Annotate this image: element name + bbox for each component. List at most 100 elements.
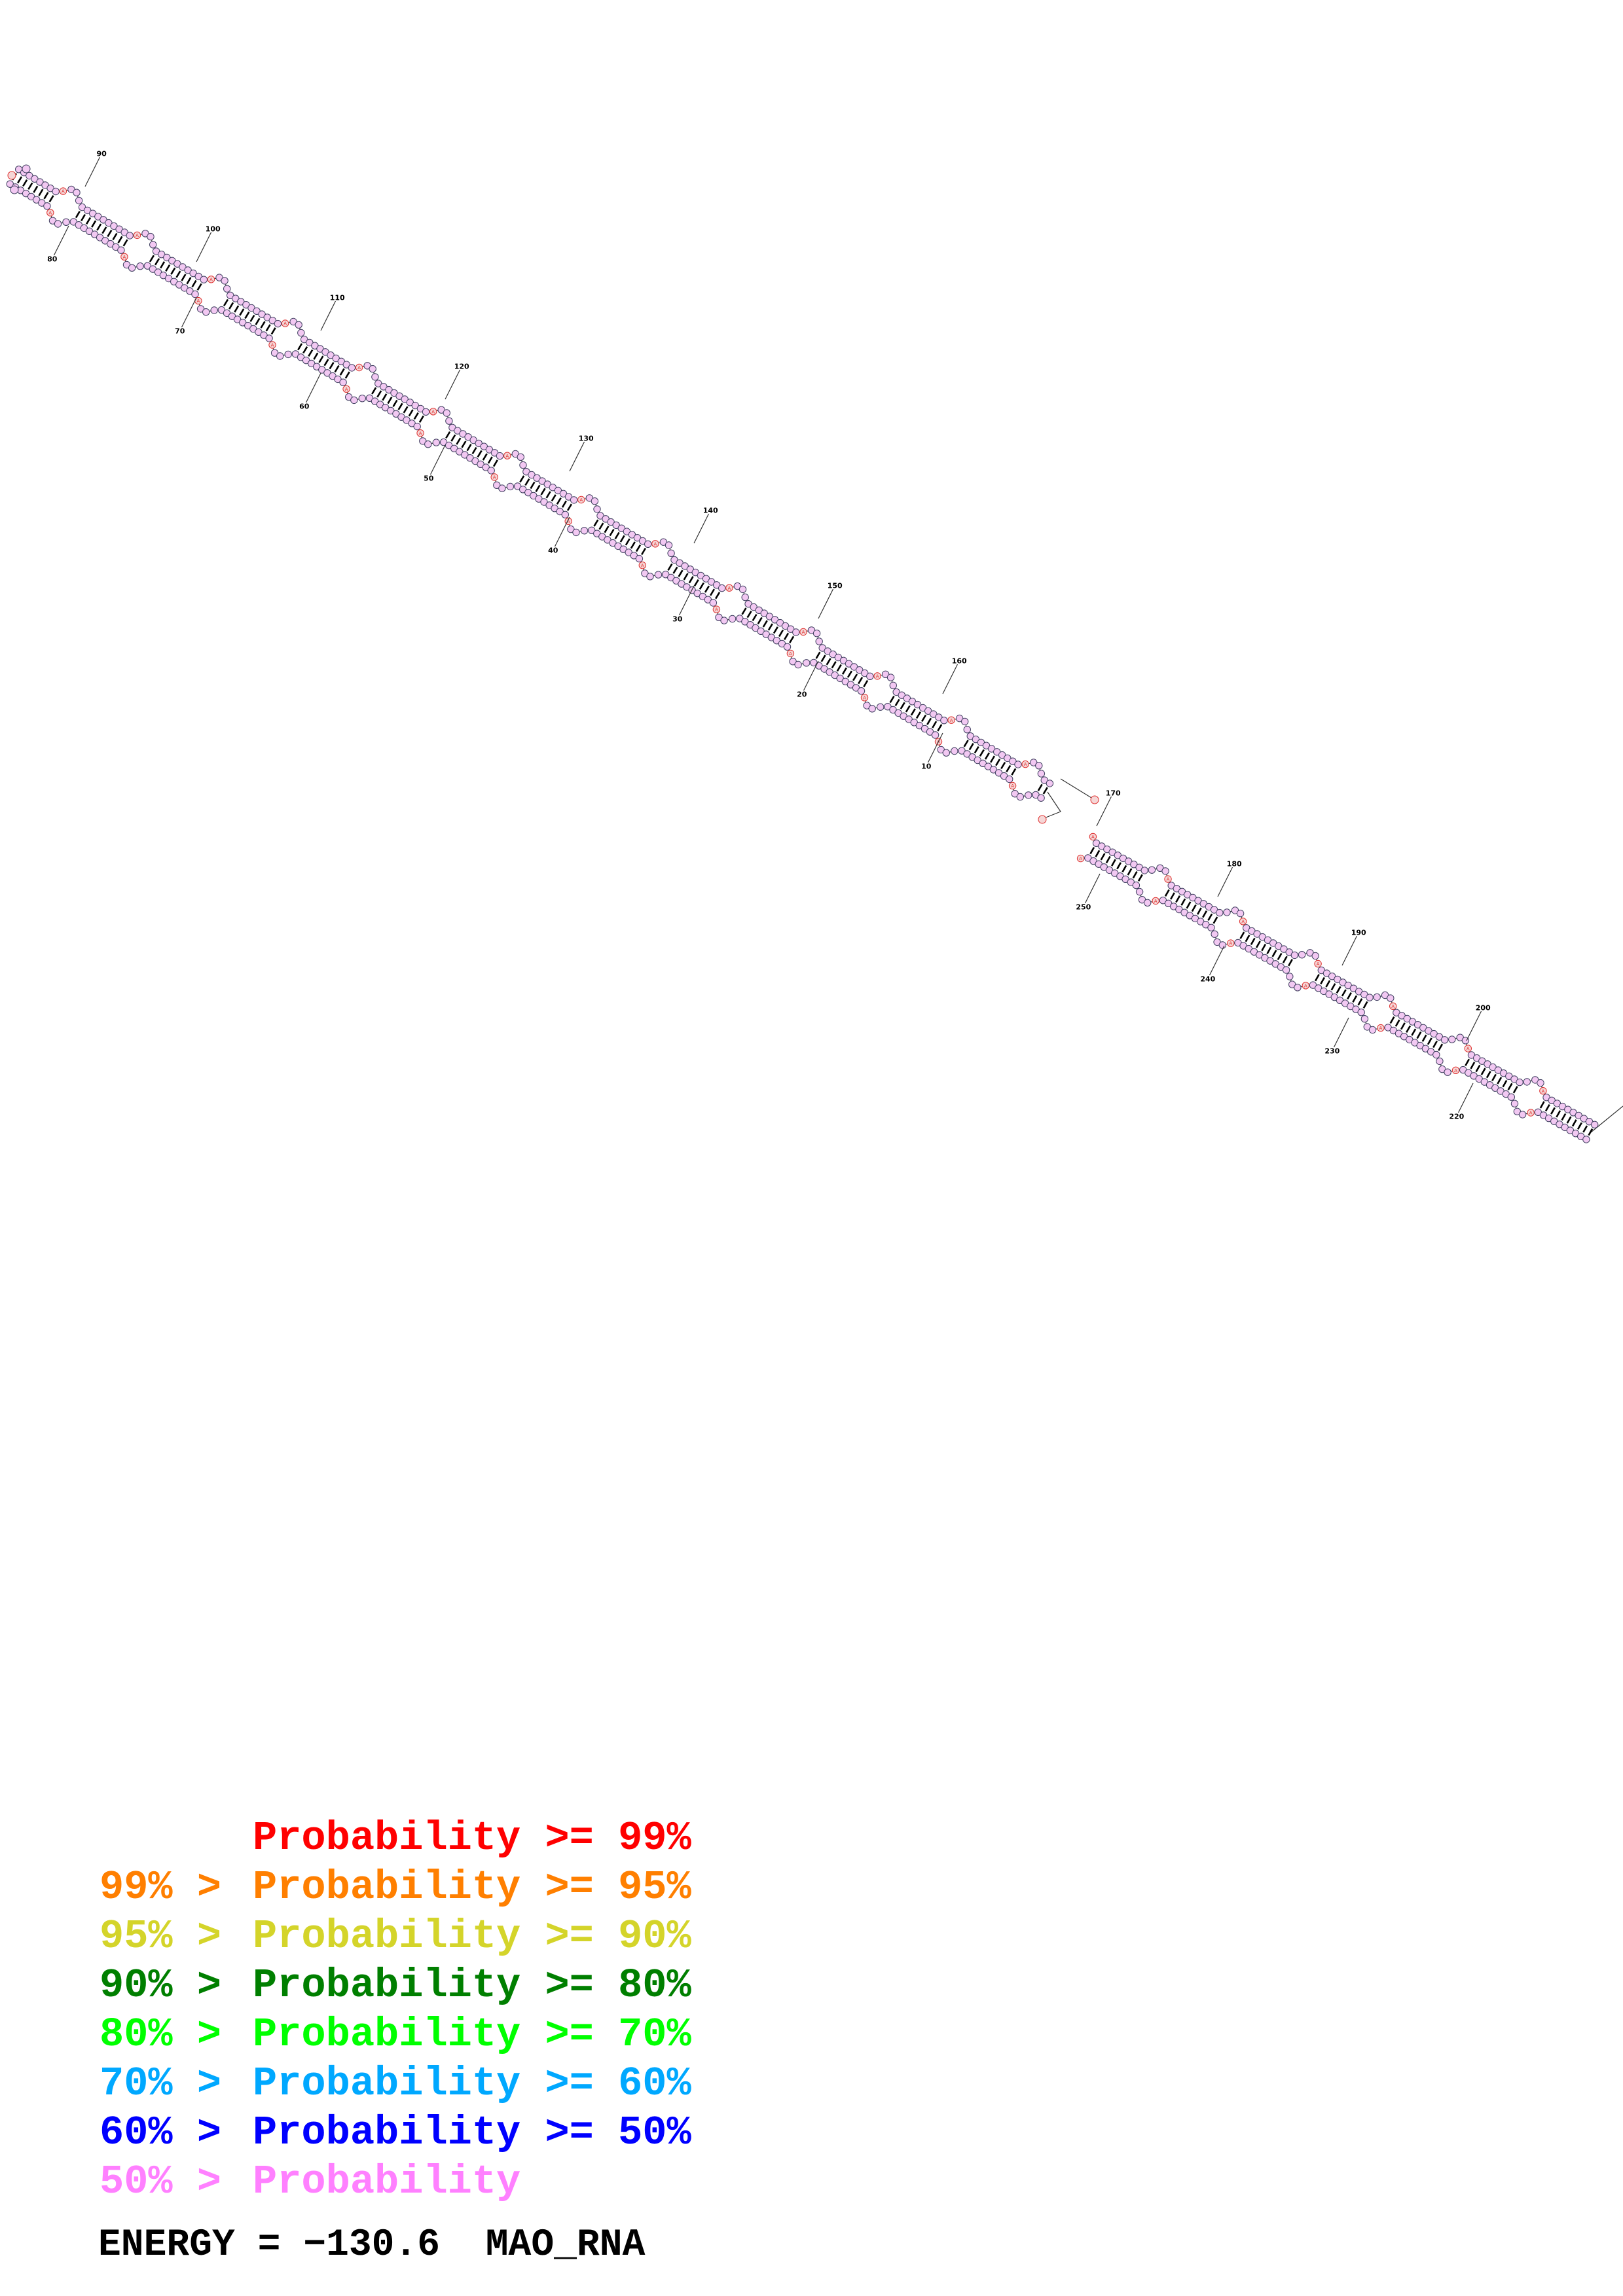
base-pair-bond bbox=[598, 522, 604, 530]
position-label: 170 bbox=[1106, 789, 1121, 798]
paired-base bbox=[889, 681, 898, 690]
base-pair-bond bbox=[979, 749, 985, 757]
position-tick bbox=[305, 372, 321, 403]
base-pair-bond bbox=[1325, 980, 1331, 988]
position-label: 160 bbox=[952, 657, 967, 666]
paired-base bbox=[339, 378, 347, 386]
base-pair-bond bbox=[1411, 1028, 1417, 1036]
paired-base bbox=[1144, 899, 1152, 907]
base-pair-bond bbox=[1042, 787, 1048, 795]
paired-base bbox=[498, 484, 506, 492]
paired-base bbox=[561, 511, 569, 518]
base-pair-bond bbox=[16, 176, 23, 184]
base-pair-bond bbox=[165, 264, 171, 272]
legend-range: 90% > bbox=[100, 1962, 246, 2009]
position-tick bbox=[803, 660, 819, 691]
base-pair-bond bbox=[175, 270, 181, 278]
base-pair-bond bbox=[1288, 959, 1293, 967]
position-label: 30 bbox=[672, 615, 683, 623]
base-pair-bond bbox=[1245, 935, 1250, 942]
legend-row: 90% > Probability >= 80% bbox=[100, 1965, 691, 2006]
base-pair-bond bbox=[762, 620, 768, 628]
base-pair-bond bbox=[1282, 956, 1288, 963]
unpaired-base-letter: A bbox=[654, 541, 657, 547]
paired-base bbox=[709, 599, 718, 607]
paired-base bbox=[1368, 1026, 1377, 1034]
position-tick bbox=[1333, 1017, 1349, 1048]
base-pair-bond bbox=[91, 220, 97, 228]
base-pair-bond bbox=[1255, 941, 1261, 948]
base-pair-bond bbox=[1571, 1119, 1577, 1127]
paired-base bbox=[580, 527, 589, 535]
base-pair-bond bbox=[302, 346, 308, 354]
paired-base bbox=[62, 218, 70, 226]
unpaired-base-letter: A bbox=[1024, 762, 1027, 767]
legend-range: 99% > bbox=[100, 1864, 246, 1910]
paired-base bbox=[117, 246, 125, 254]
paired-base bbox=[1223, 908, 1231, 916]
base-pair-bond bbox=[1389, 1016, 1395, 1024]
paired-base bbox=[591, 497, 599, 505]
unpaired-base-letter: A bbox=[1167, 877, 1170, 882]
energy-value: −130.6 bbox=[303, 2224, 441, 2267]
unpaired-base bbox=[268, 341, 276, 349]
paired-base bbox=[1290, 951, 1299, 960]
unpaired-base-letter: A bbox=[1529, 1111, 1533, 1116]
paired-base bbox=[815, 637, 823, 645]
paired-base bbox=[22, 164, 31, 173]
paired-base bbox=[961, 717, 969, 726]
backbone-layer bbox=[9, 169, 1623, 1140]
base-pair-bond bbox=[894, 698, 900, 706]
paired-base bbox=[284, 350, 292, 359]
paired-base bbox=[1046, 780, 1054, 787]
base-pair-bond bbox=[561, 500, 567, 508]
base-pair-bond bbox=[1202, 910, 1208, 918]
unpaired-base bbox=[1227, 939, 1235, 947]
base-pair-bond bbox=[989, 755, 996, 763]
paired-base bbox=[1025, 791, 1032, 799]
paired-base bbox=[667, 549, 675, 557]
unpaired-base bbox=[1090, 795, 1099, 804]
position-label: 230 bbox=[1324, 1047, 1340, 1055]
paired-base bbox=[413, 422, 421, 431]
paired-base bbox=[1236, 909, 1245, 918]
base-pair-bond bbox=[863, 679, 869, 688]
base-pair-bond bbox=[625, 538, 630, 546]
paired-base bbox=[644, 540, 652, 548]
base-pair-bond bbox=[117, 236, 123, 243]
base-pair-bond bbox=[387, 396, 393, 404]
paired-base bbox=[866, 672, 874, 681]
base-pair-bond bbox=[635, 545, 642, 552]
paired-base bbox=[52, 187, 60, 196]
paired-base bbox=[1161, 867, 1169, 875]
base-pair-bond bbox=[107, 230, 113, 238]
paired-base bbox=[1582, 1136, 1590, 1143]
position-tick bbox=[1217, 867, 1233, 897]
unpaired-base-letter: A bbox=[62, 189, 65, 194]
unpaired-base-letter: A bbox=[1304, 983, 1307, 988]
unpaired-base bbox=[1038, 815, 1047, 824]
base-pair-bond bbox=[1261, 943, 1267, 952]
paired-base bbox=[43, 202, 51, 210]
unpaired-base bbox=[503, 452, 511, 459]
paired-base bbox=[297, 329, 305, 337]
unpaired-base bbox=[1389, 1002, 1397, 1011]
base-pair-bond bbox=[482, 453, 488, 461]
base-pair-bond bbox=[33, 185, 39, 193]
base-pair-bond bbox=[265, 324, 271, 332]
base-pair-bond bbox=[604, 526, 610, 533]
base-pair-bond bbox=[746, 611, 752, 619]
base-pair-bond bbox=[1132, 870, 1138, 879]
paired-base bbox=[572, 528, 580, 537]
base-pair-bond bbox=[709, 588, 716, 596]
paired-base bbox=[1140, 867, 1148, 874]
unpaired-base bbox=[1239, 918, 1247, 925]
legend-row: 80% > Probability >= 70% bbox=[100, 2015, 691, 2055]
base-pair-bond bbox=[1100, 853, 1106, 861]
base-pair-bond bbox=[239, 308, 245, 316]
base-pair-bond bbox=[688, 576, 694, 584]
base-pair-bond bbox=[1438, 1043, 1444, 1051]
base-pair-bond bbox=[255, 317, 261, 325]
paired-base bbox=[794, 660, 802, 669]
base-pair-bond bbox=[783, 632, 790, 640]
